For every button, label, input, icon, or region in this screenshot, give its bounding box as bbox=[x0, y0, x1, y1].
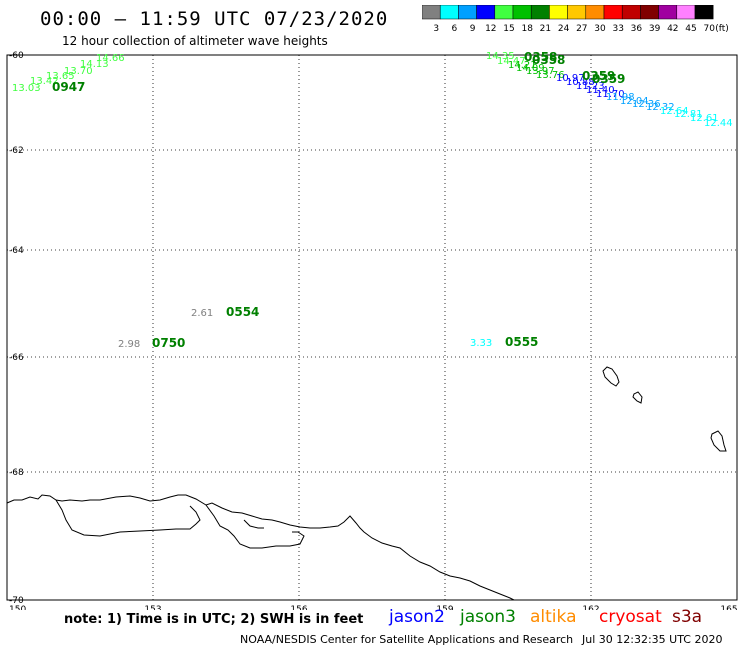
footer-credit: NOAA/NESDIS Center for Satellite Applica… bbox=[240, 633, 574, 646]
track-label: 14.21 bbox=[508, 60, 537, 71]
observation-time: 0554 bbox=[226, 305, 259, 319]
track-label: 13.70 bbox=[64, 66, 93, 77]
track-label: 14.66 bbox=[96, 53, 125, 64]
track-label: 14.47 bbox=[497, 56, 526, 67]
legend-label: 15 bbox=[503, 24, 514, 34]
y-tick-label: -68 bbox=[9, 468, 24, 478]
map-frame bbox=[6, 54, 738, 601]
track-label: 12.81 bbox=[674, 109, 703, 120]
observations: 2.61 0554 2.98 0750 3.33 0555 0947 bbox=[52, 80, 538, 350]
satellite-s3a: s3a bbox=[672, 607, 703, 627]
track-time-label: 0359 bbox=[592, 72, 625, 86]
track-label: 11.23 bbox=[576, 81, 605, 92]
satellite-jason2: jason2 bbox=[389, 607, 445, 627]
legend-label: 39 bbox=[649, 24, 661, 34]
footer-note: note: 1) Time is in UTC; 2) SWH is in fe… bbox=[64, 612, 364, 627]
x-tick-label: 159 bbox=[436, 605, 453, 610]
legend-swatch bbox=[694, 5, 714, 20]
legend-label: 30 bbox=[594, 24, 606, 34]
track-label: 13.65 bbox=[46, 71, 75, 82]
track-label: 14.13 bbox=[80, 59, 109, 70]
track-label: 12.36 bbox=[632, 99, 661, 110]
x-tick-label: 165 bbox=[720, 605, 737, 610]
map-grid bbox=[7, 55, 737, 600]
x-tick-label: 153 bbox=[144, 605, 161, 610]
observation-swh: 2.98 bbox=[118, 339, 140, 350]
track-upper-right: 14.3514.4714.2114.0913.9713.7610.9710.88… bbox=[486, 50, 733, 129]
observation-time: 0555 bbox=[505, 335, 538, 349]
color-legend: 3 6 9 12 15 18 21 24 27 30 33 36 39 42 45 70 (ft) bbox=[422, 5, 729, 34]
track-time-label: 0358 bbox=[524, 50, 557, 64]
y-tick-label: -70 bbox=[9, 596, 24, 606]
track-label: 12.61 bbox=[690, 113, 719, 124]
track-label: 12.44 bbox=[704, 118, 733, 129]
legend-label: 9 bbox=[470, 24, 476, 34]
footer-timestamp: Jul 30 12:32:35 UTC 2020 bbox=[582, 633, 723, 646]
legend-label: 18 bbox=[521, 24, 533, 34]
observation-swh: 2.61 bbox=[191, 308, 213, 319]
track-label: 12.64 bbox=[660, 106, 689, 117]
legend-label: 36 bbox=[631, 24, 643, 34]
legend-label: 45 bbox=[685, 24, 696, 34]
observation-time: 0947 bbox=[52, 80, 85, 94]
y-tick-label: -62 bbox=[9, 146, 24, 156]
track-label: 10.97 bbox=[556, 73, 585, 84]
satellite-cryosat: cryosat bbox=[599, 607, 662, 627]
ice-shelf-inlet bbox=[55, 499, 201, 537]
track-label: 11.98 bbox=[606, 92, 635, 103]
track-time-label: 0359 bbox=[582, 69, 615, 83]
map-tick-labels: 150 153 156 159 162 165 -60 -62 -64 -66 -68 -70 bbox=[9, 51, 738, 610]
y-tick-label: -66 bbox=[9, 353, 24, 363]
track-label: 14.35 bbox=[486, 51, 515, 62]
legend-label: 3 bbox=[433, 24, 439, 34]
island-2 bbox=[632, 391, 643, 404]
track-label: 14.09 bbox=[516, 63, 545, 74]
track-label: 13.03 bbox=[12, 83, 41, 94]
track-label: 10.88 bbox=[566, 77, 595, 88]
legend-label: 70 bbox=[703, 24, 715, 34]
page-subtitle: 12 hour collection of altimeter wave hei… bbox=[62, 34, 328, 48]
track-time-label: 0358 bbox=[532, 53, 565, 67]
track-label: 11.70 bbox=[596, 89, 625, 100]
legend-label: 6 bbox=[452, 24, 458, 34]
track-label: 13.97 bbox=[526, 66, 555, 77]
legend-label: 24 bbox=[558, 24, 570, 34]
track-label: 13.76 bbox=[536, 70, 565, 81]
legend-label: 27 bbox=[576, 24, 587, 34]
satellite-altika: altika bbox=[530, 607, 577, 627]
legend-label: 12 bbox=[485, 24, 496, 34]
observation-time: 0750 bbox=[152, 336, 185, 350]
x-tick-label: 162 bbox=[582, 605, 599, 610]
y-tick-label: -64 bbox=[9, 246, 24, 256]
peninsula-outline bbox=[205, 504, 305, 549]
wave-height-map: 150 153 156 159 162 165 -60 -62 -64 -66 -68 -70 13.… bbox=[6, 50, 738, 610]
island-3 bbox=[710, 430, 727, 452]
island-1 bbox=[602, 366, 620, 387]
satellite-jason3: jason3 bbox=[460, 607, 516, 627]
observation-swh: 3.33 bbox=[470, 338, 492, 349]
track-label: 12.04 bbox=[620, 96, 649, 107]
coastline bbox=[6, 494, 515, 601]
track-label: 13.42 bbox=[30, 76, 59, 87]
y-tick-label: -60 bbox=[9, 51, 24, 61]
peninsula-notch bbox=[243, 519, 264, 529]
x-tick-label: 150 bbox=[9, 605, 26, 610]
legend-label: 21 bbox=[540, 24, 551, 34]
legend-label: 33 bbox=[612, 24, 623, 34]
track-label: 11.40 bbox=[586, 85, 615, 96]
page-title: 00:00 – 11:59 UTC 07/23/2020 bbox=[40, 8, 389, 30]
legend-label: 42 bbox=[667, 24, 678, 34]
legend-unit: (ft) bbox=[715, 24, 729, 34]
x-tick-label: 156 bbox=[290, 605, 307, 610]
track-label: 12.32 bbox=[646, 102, 675, 113]
